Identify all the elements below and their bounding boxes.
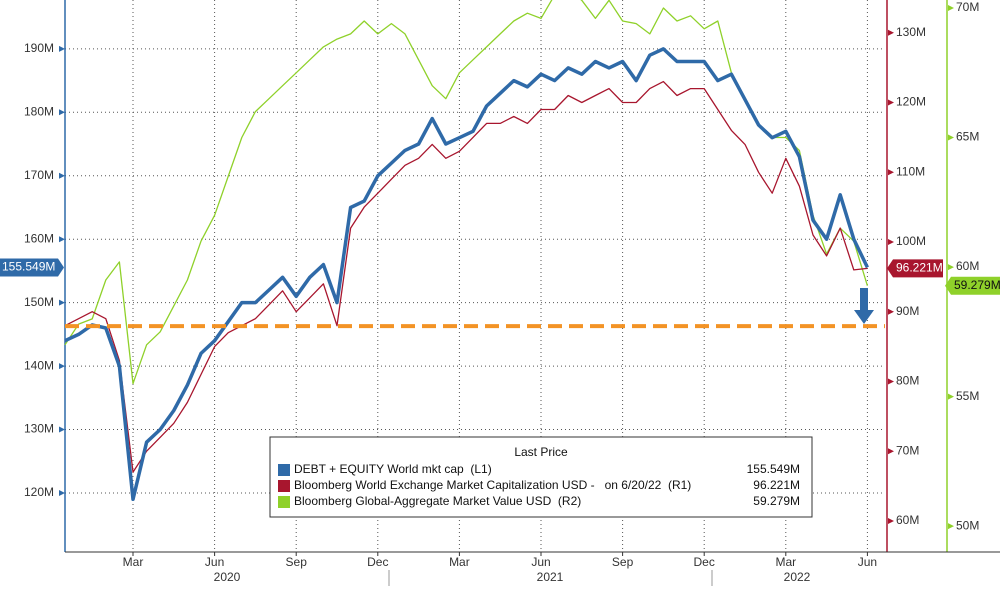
x-tick-label: Jun	[205, 555, 224, 569]
tick-mark	[59, 426, 65, 433]
tick-mark	[888, 239, 894, 246]
legend-title: Last Price	[514, 445, 568, 459]
tick-mark	[948, 264, 954, 271]
legend-value: 155.549M	[747, 462, 800, 476]
tick-label: 120M	[896, 95, 926, 109]
x-tick-label: Mar	[775, 555, 796, 569]
tick-mark	[948, 5, 954, 12]
series-line	[64, 80, 868, 473]
tick-mark	[59, 489, 65, 496]
x-tick-label: Mar	[449, 555, 470, 569]
tick-mark	[888, 29, 894, 36]
tick-mark	[888, 169, 894, 176]
last-price-label: 155.549M	[2, 260, 55, 274]
x-tick-label: Jun	[858, 555, 877, 569]
year-label: 2020	[214, 570, 241, 584]
tick-label: 90M	[896, 304, 919, 318]
tick-label: 70M	[956, 0, 979, 14]
legend-swatch	[278, 480, 290, 492]
tick-label: 80M	[896, 374, 919, 388]
tick-mark	[59, 299, 65, 306]
year-label: 2022	[784, 570, 811, 584]
tick-label: 120M	[24, 485, 54, 499]
legend-swatch	[278, 464, 290, 476]
arrow	[854, 288, 874, 324]
tick-mark	[948, 523, 954, 530]
tick-label: 110M	[896, 164, 925, 178]
tick-mark	[59, 45, 65, 52]
legend-box	[269, 436, 813, 518]
legend-label: DEBT + EQUITY World mkt cap (L1)	[294, 462, 492, 476]
year-label: 2021	[537, 570, 564, 584]
last-price-label: 59.279M	[954, 278, 1000, 292]
tick-mark	[888, 517, 894, 524]
series-line	[64, 47, 869, 502]
tick-label: 55M	[956, 389, 979, 403]
tick-mark	[59, 236, 65, 243]
tick-mark	[948, 393, 954, 400]
x-tick-label: Dec	[694, 555, 715, 569]
tick-label: 180M	[24, 104, 54, 118]
tick-mark	[888, 99, 894, 106]
tick-mark	[888, 378, 894, 385]
tick-mark	[59, 363, 65, 370]
tick-label: 190M	[24, 41, 54, 55]
tick-label: 130M	[896, 25, 926, 39]
tick-mark	[59, 172, 65, 179]
last-price-tag	[0, 258, 64, 277]
tick-label: 170M	[24, 168, 54, 182]
legend-label: Bloomberg Global-Aggregate Market Value …	[294, 494, 581, 508]
x-tick-label: Dec	[367, 555, 388, 569]
tick-label: 60M	[956, 259, 979, 273]
last-price-tag	[945, 276, 1000, 295]
tick-label: 50M	[956, 518, 979, 532]
tick-label: 65M	[956, 130, 979, 144]
tick-mark	[888, 308, 894, 315]
tick-label: 70M	[896, 443, 919, 457]
tick-mark	[59, 109, 65, 116]
x-tick-label: Mar	[123, 555, 144, 569]
tick-mark	[948, 134, 954, 141]
tick-mark	[888, 448, 894, 455]
tick-label: 150M	[24, 295, 54, 309]
tick-label: 60M	[896, 513, 919, 527]
x-tick-label: Sep	[286, 555, 308, 569]
x-tick-label: Jun	[531, 555, 550, 569]
tick-label: 160M	[24, 231, 54, 245]
tick-label: 130M	[24, 422, 54, 436]
last-price-tag	[887, 259, 943, 278]
tick-label: 100M	[896, 234, 926, 248]
tick-label: 140M	[24, 358, 54, 372]
legend-value: 96.221M	[753, 478, 800, 492]
legend-label: Bloomberg World Exchange Market Capitali…	[294, 478, 691, 492]
x-tick-label: Sep	[612, 555, 634, 569]
legend-swatch	[278, 496, 290, 508]
last-price-label: 96.221M	[896, 261, 943, 275]
legend-value: 59.279M	[753, 494, 800, 508]
